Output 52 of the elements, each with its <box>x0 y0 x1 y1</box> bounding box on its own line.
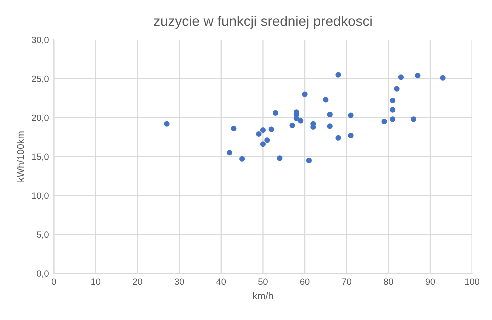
point <box>231 126 237 132</box>
point <box>260 142 266 148</box>
chart-title: zuzycie w funkcji sredniej predkosci <box>154 16 372 29</box>
point <box>327 112 333 118</box>
point <box>277 156 283 162</box>
point <box>390 116 396 122</box>
point <box>323 97 329 103</box>
point <box>394 86 400 92</box>
point <box>260 128 266 134</box>
x-tick-label: 10 <box>92 278 101 286</box>
y-tick-label: 10,0 <box>32 192 49 200</box>
x-tick-label: 50 <box>258 278 268 286</box>
point <box>348 133 354 139</box>
y-axis-title: kWh/100km <box>17 132 24 182</box>
point <box>382 118 388 125</box>
point <box>336 135 342 141</box>
x-axis-title: km/h <box>253 292 274 300</box>
point <box>415 73 421 79</box>
point <box>298 118 304 124</box>
y-tick-label: 25,0 <box>32 76 49 84</box>
point <box>390 107 396 113</box>
x-tick-label: 40 <box>216 278 226 286</box>
point <box>327 124 333 130</box>
point <box>256 131 262 137</box>
x-tick-label: 90 <box>426 278 436 286</box>
point <box>240 156 246 162</box>
x-tick-label: 20 <box>133 278 142 286</box>
y-tick-label: 5,0 <box>37 232 49 240</box>
point <box>390 98 396 104</box>
point <box>440 75 446 81</box>
x-tick-label: 60 <box>300 278 310 286</box>
point <box>290 122 296 128</box>
point <box>410 116 417 122</box>
x-tick-label: 0 <box>52 278 56 286</box>
point <box>398 74 404 80</box>
x-tick-label: 80 <box>384 278 394 286</box>
x-tick-label: 30 <box>174 278 184 286</box>
point <box>302 92 308 98</box>
point <box>164 121 170 127</box>
point <box>306 158 312 164</box>
point <box>264 138 270 144</box>
y-tick-label: 0,0 <box>37 270 49 278</box>
point <box>348 112 354 118</box>
y-tick-label: 20,0 <box>32 114 49 122</box>
x-tick-label: 100 <box>465 278 480 286</box>
point <box>336 72 342 78</box>
y-tick-label: 30,0 <box>32 36 49 44</box>
x-tick-label: 70 <box>342 278 352 286</box>
point <box>272 110 279 116</box>
point <box>268 126 274 132</box>
y-tick-label: 15,0 <box>32 154 49 162</box>
point <box>226 150 233 156</box>
